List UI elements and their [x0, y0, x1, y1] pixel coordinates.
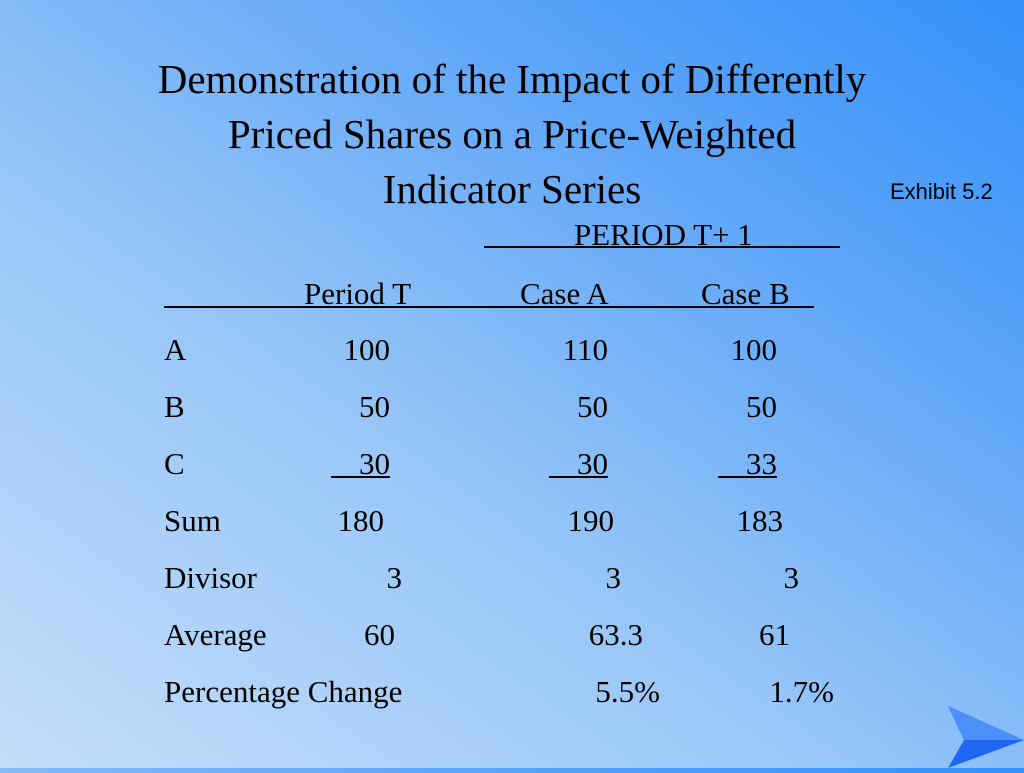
title-line-2: Priced Shares on a Price-Weighted	[227, 111, 797, 157]
cell-a-period-t: 100	[343, 332, 391, 367]
row-label-percentage-change: Percentage Change	[164, 674, 403, 709]
cell-a-case-a: 110	[562, 332, 608, 367]
cell-c-case-b: 33	[746, 446, 777, 481]
cell-a-case-b: 100	[730, 332, 778, 367]
column-header-case-a: Case A	[520, 276, 609, 311]
subtotal-underline-case-b	[718, 476, 777, 478]
cell-pct-change-case-a: 5.5%	[595, 674, 660, 709]
subtotal-underline-period-t	[331, 476, 390, 478]
title-line-3: Indicator Series	[382, 166, 642, 212]
next-slide-button[interactable]	[944, 704, 1024, 768]
slide-title: Demonstration of the Impact of Different…	[40, 52, 984, 217]
cell-average-case-a: 63.3	[588, 617, 643, 652]
cell-b-period-t: 50	[359, 389, 390, 424]
row-label-a: A	[164, 332, 187, 367]
cell-b-case-b: 50	[746, 389, 777, 424]
arrow-right-icon	[948, 706, 1024, 768]
exhibit-label: Exhibit 5.2	[890, 179, 993, 204]
column-header-underline	[164, 306, 814, 308]
subtotal-underline-case-a	[549, 476, 608, 478]
group-header: PERIOD T+ 1	[574, 217, 753, 252]
column-header-case-b: Case B	[701, 276, 790, 311]
row-label-b: B	[164, 389, 185, 424]
group-header-underline	[484, 246, 840, 248]
cell-divisor-case-a: 3	[605, 560, 622, 595]
cell-c-period-t: 30	[359, 446, 390, 481]
row-label-divisor: Divisor	[164, 560, 257, 595]
cell-divisor-period-t: 3	[386, 560, 403, 595]
cell-c-case-a: 30	[577, 446, 608, 481]
cell-average-case-b: 61	[759, 617, 790, 652]
cell-sum-case-b: 183	[736, 503, 784, 538]
column-header-period-t: Period T	[304, 276, 412, 311]
row-label-sum: Sum	[164, 503, 221, 538]
cell-b-case-a: 50	[577, 389, 608, 424]
row-label-c: C	[164, 446, 185, 481]
row-label-average: Average	[164, 617, 267, 652]
cell-pct-change-case-b: 1.7%	[769, 674, 834, 709]
title-line-1: Demonstration of the Impact of Different…	[157, 56, 867, 102]
cell-divisor-case-b: 3	[783, 560, 800, 595]
cell-sum-period-t: 180	[337, 503, 385, 538]
cell-average-period-t: 60	[364, 617, 395, 652]
cell-sum-case-a: 190	[567, 503, 615, 538]
